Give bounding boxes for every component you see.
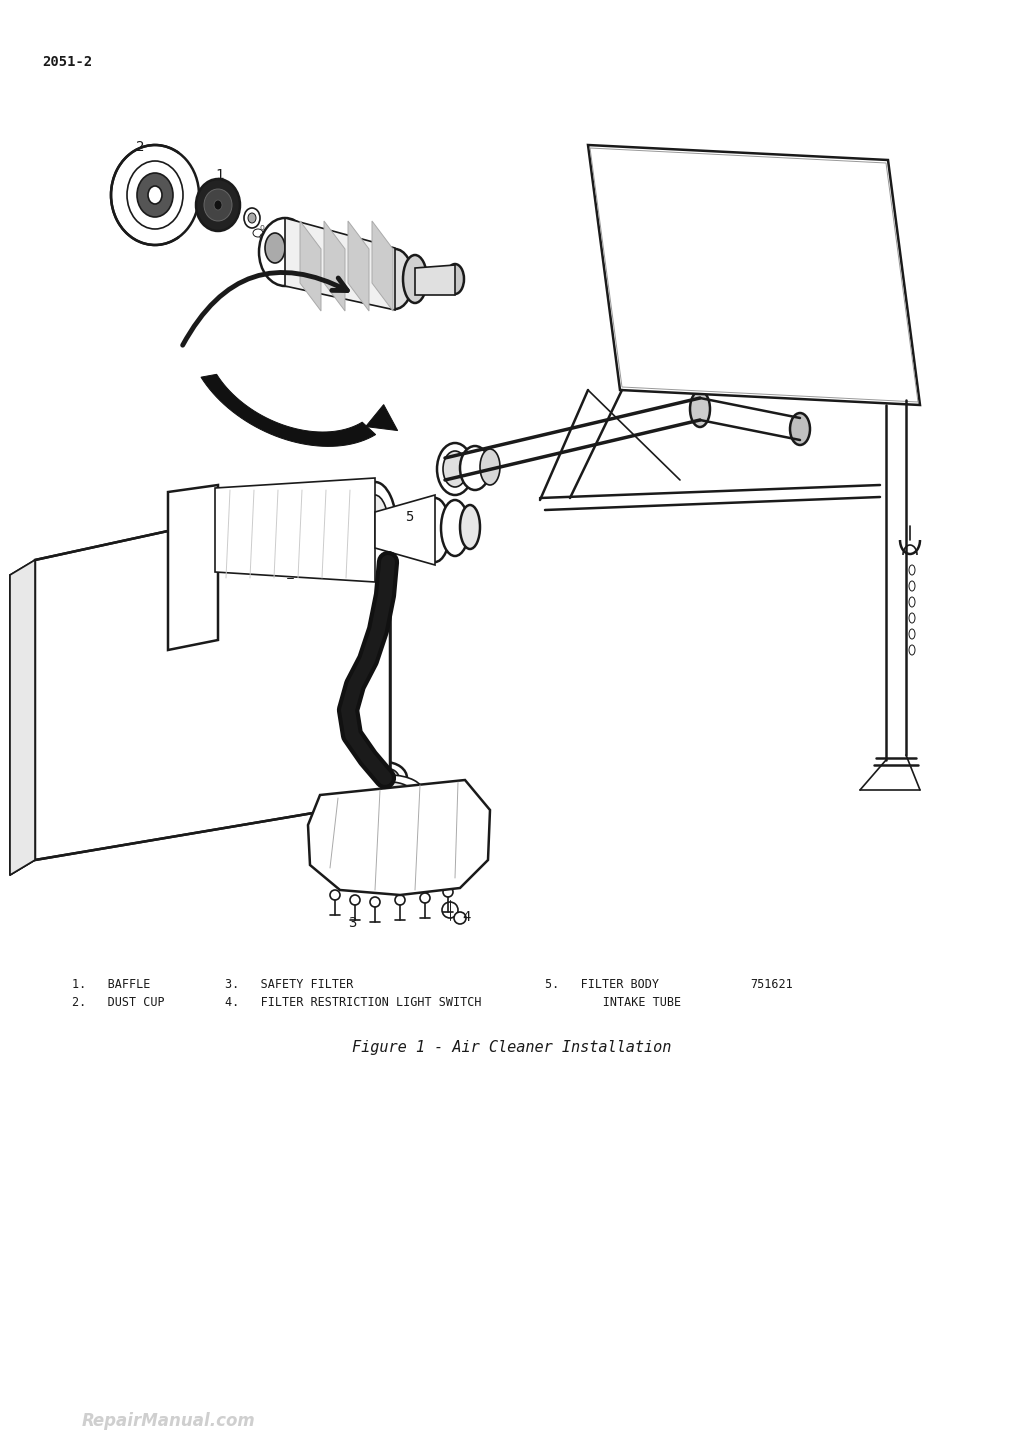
Ellipse shape — [188, 505, 198, 515]
Ellipse shape — [446, 264, 464, 294]
Polygon shape — [415, 265, 455, 295]
Ellipse shape — [102, 679, 178, 721]
Polygon shape — [324, 222, 345, 311]
Polygon shape — [366, 404, 397, 430]
Ellipse shape — [253, 229, 263, 237]
Text: 3: 3 — [348, 917, 356, 930]
Ellipse shape — [395, 895, 406, 905]
Polygon shape — [35, 500, 390, 860]
Ellipse shape — [480, 449, 500, 485]
Ellipse shape — [356, 775, 424, 811]
Ellipse shape — [370, 896, 380, 906]
Ellipse shape — [244, 209, 260, 227]
Text: 751621: 751621 — [750, 977, 793, 990]
Polygon shape — [201, 374, 376, 446]
Polygon shape — [168, 485, 218, 650]
Ellipse shape — [248, 213, 256, 223]
Ellipse shape — [437, 443, 473, 495]
Polygon shape — [375, 495, 435, 565]
Ellipse shape — [204, 190, 232, 222]
Ellipse shape — [420, 498, 450, 562]
Text: RepairManual.com: RepairManual.com — [82, 1412, 256, 1431]
Ellipse shape — [748, 251, 812, 290]
Ellipse shape — [188, 540, 198, 550]
Ellipse shape — [377, 249, 413, 308]
Polygon shape — [300, 222, 321, 311]
Ellipse shape — [762, 259, 798, 281]
Ellipse shape — [90, 672, 190, 728]
Ellipse shape — [185, 488, 245, 572]
Text: 4.   FILTER RESTRICTION LIGHT SWITCH: 4. FILTER RESTRICTION LIGHT SWITCH — [225, 996, 481, 1009]
Ellipse shape — [214, 200, 222, 210]
Ellipse shape — [460, 505, 480, 549]
Ellipse shape — [420, 893, 430, 904]
Text: 3.   SAFETY FILTER: 3. SAFETY FILTER — [225, 977, 353, 990]
Ellipse shape — [148, 185, 162, 204]
Polygon shape — [215, 478, 375, 582]
Ellipse shape — [195, 500, 234, 560]
Text: Figure 1 - Air Cleaner Installation: Figure 1 - Air Cleaner Installation — [352, 1040, 672, 1056]
Ellipse shape — [258, 568, 266, 573]
Text: 5: 5 — [406, 510, 414, 524]
Polygon shape — [348, 222, 369, 311]
Polygon shape — [10, 560, 35, 875]
Polygon shape — [308, 780, 490, 895]
Text: 4: 4 — [462, 909, 470, 924]
Ellipse shape — [690, 391, 710, 427]
Ellipse shape — [362, 762, 407, 794]
Ellipse shape — [188, 610, 198, 620]
Ellipse shape — [268, 571, 276, 576]
Ellipse shape — [111, 145, 199, 245]
Text: 2: 2 — [136, 140, 144, 153]
Ellipse shape — [286, 575, 294, 581]
Text: 2.   DUST CUP: 2. DUST CUP — [72, 996, 165, 1009]
Ellipse shape — [371, 767, 399, 788]
Ellipse shape — [454, 912, 466, 924]
Text: o: o — [260, 223, 265, 232]
Ellipse shape — [442, 902, 458, 918]
Polygon shape — [372, 222, 393, 311]
Ellipse shape — [259, 219, 311, 287]
Ellipse shape — [441, 500, 469, 556]
Text: 2051-2: 2051-2 — [42, 55, 92, 70]
Ellipse shape — [350, 895, 360, 905]
Ellipse shape — [266, 568, 274, 573]
Ellipse shape — [790, 413, 810, 445]
Ellipse shape — [260, 233, 270, 240]
Ellipse shape — [265, 233, 285, 264]
Text: 1.   BAFFLE: 1. BAFFLE — [72, 977, 151, 990]
Ellipse shape — [361, 495, 389, 565]
Ellipse shape — [443, 450, 467, 487]
Text: INTAKE TUBE: INTAKE TUBE — [560, 996, 681, 1009]
Ellipse shape — [368, 782, 412, 804]
Ellipse shape — [403, 255, 427, 303]
Ellipse shape — [127, 161, 183, 229]
Ellipse shape — [330, 891, 340, 901]
Text: 1: 1 — [215, 168, 223, 182]
Ellipse shape — [137, 172, 173, 217]
Text: 5.   FILTER BODY: 5. FILTER BODY — [545, 977, 659, 990]
Polygon shape — [588, 145, 920, 405]
Ellipse shape — [353, 482, 397, 578]
Ellipse shape — [276, 572, 284, 578]
Ellipse shape — [443, 888, 453, 896]
Ellipse shape — [188, 575, 198, 585]
Ellipse shape — [460, 446, 490, 489]
Polygon shape — [10, 560, 35, 875]
Ellipse shape — [196, 180, 240, 232]
Polygon shape — [285, 219, 395, 310]
